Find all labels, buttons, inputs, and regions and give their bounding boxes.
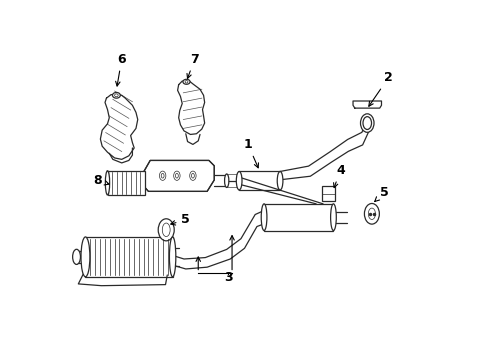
Text: 6: 6 xyxy=(115,53,126,86)
Text: 5: 5 xyxy=(374,186,388,202)
Polygon shape xyxy=(143,161,214,192)
Ellipse shape xyxy=(112,93,120,98)
Bar xyxy=(107,171,144,195)
Ellipse shape xyxy=(364,203,379,224)
Ellipse shape xyxy=(158,219,174,241)
Ellipse shape xyxy=(360,114,373,132)
Bar xyxy=(85,237,172,277)
Text: 8: 8 xyxy=(93,174,109,187)
Ellipse shape xyxy=(159,171,165,180)
Ellipse shape xyxy=(73,249,81,265)
Ellipse shape xyxy=(169,237,176,277)
Text: 2: 2 xyxy=(368,71,392,106)
Text: 1: 1 xyxy=(243,138,258,168)
Polygon shape xyxy=(352,101,381,108)
Text: 4: 4 xyxy=(333,163,344,188)
Ellipse shape xyxy=(173,171,180,180)
Ellipse shape xyxy=(81,237,90,277)
Ellipse shape xyxy=(236,171,242,190)
Text: 3: 3 xyxy=(224,271,232,284)
Bar xyxy=(264,204,333,230)
Text: 5: 5 xyxy=(170,213,190,226)
Ellipse shape xyxy=(189,171,196,180)
Bar xyxy=(321,186,334,201)
Ellipse shape xyxy=(261,204,266,230)
Ellipse shape xyxy=(105,171,109,195)
Ellipse shape xyxy=(330,204,336,230)
Ellipse shape xyxy=(224,174,228,188)
Ellipse shape xyxy=(277,171,283,190)
Text: 7: 7 xyxy=(186,53,199,78)
Bar xyxy=(239,171,280,190)
Ellipse shape xyxy=(183,79,190,84)
